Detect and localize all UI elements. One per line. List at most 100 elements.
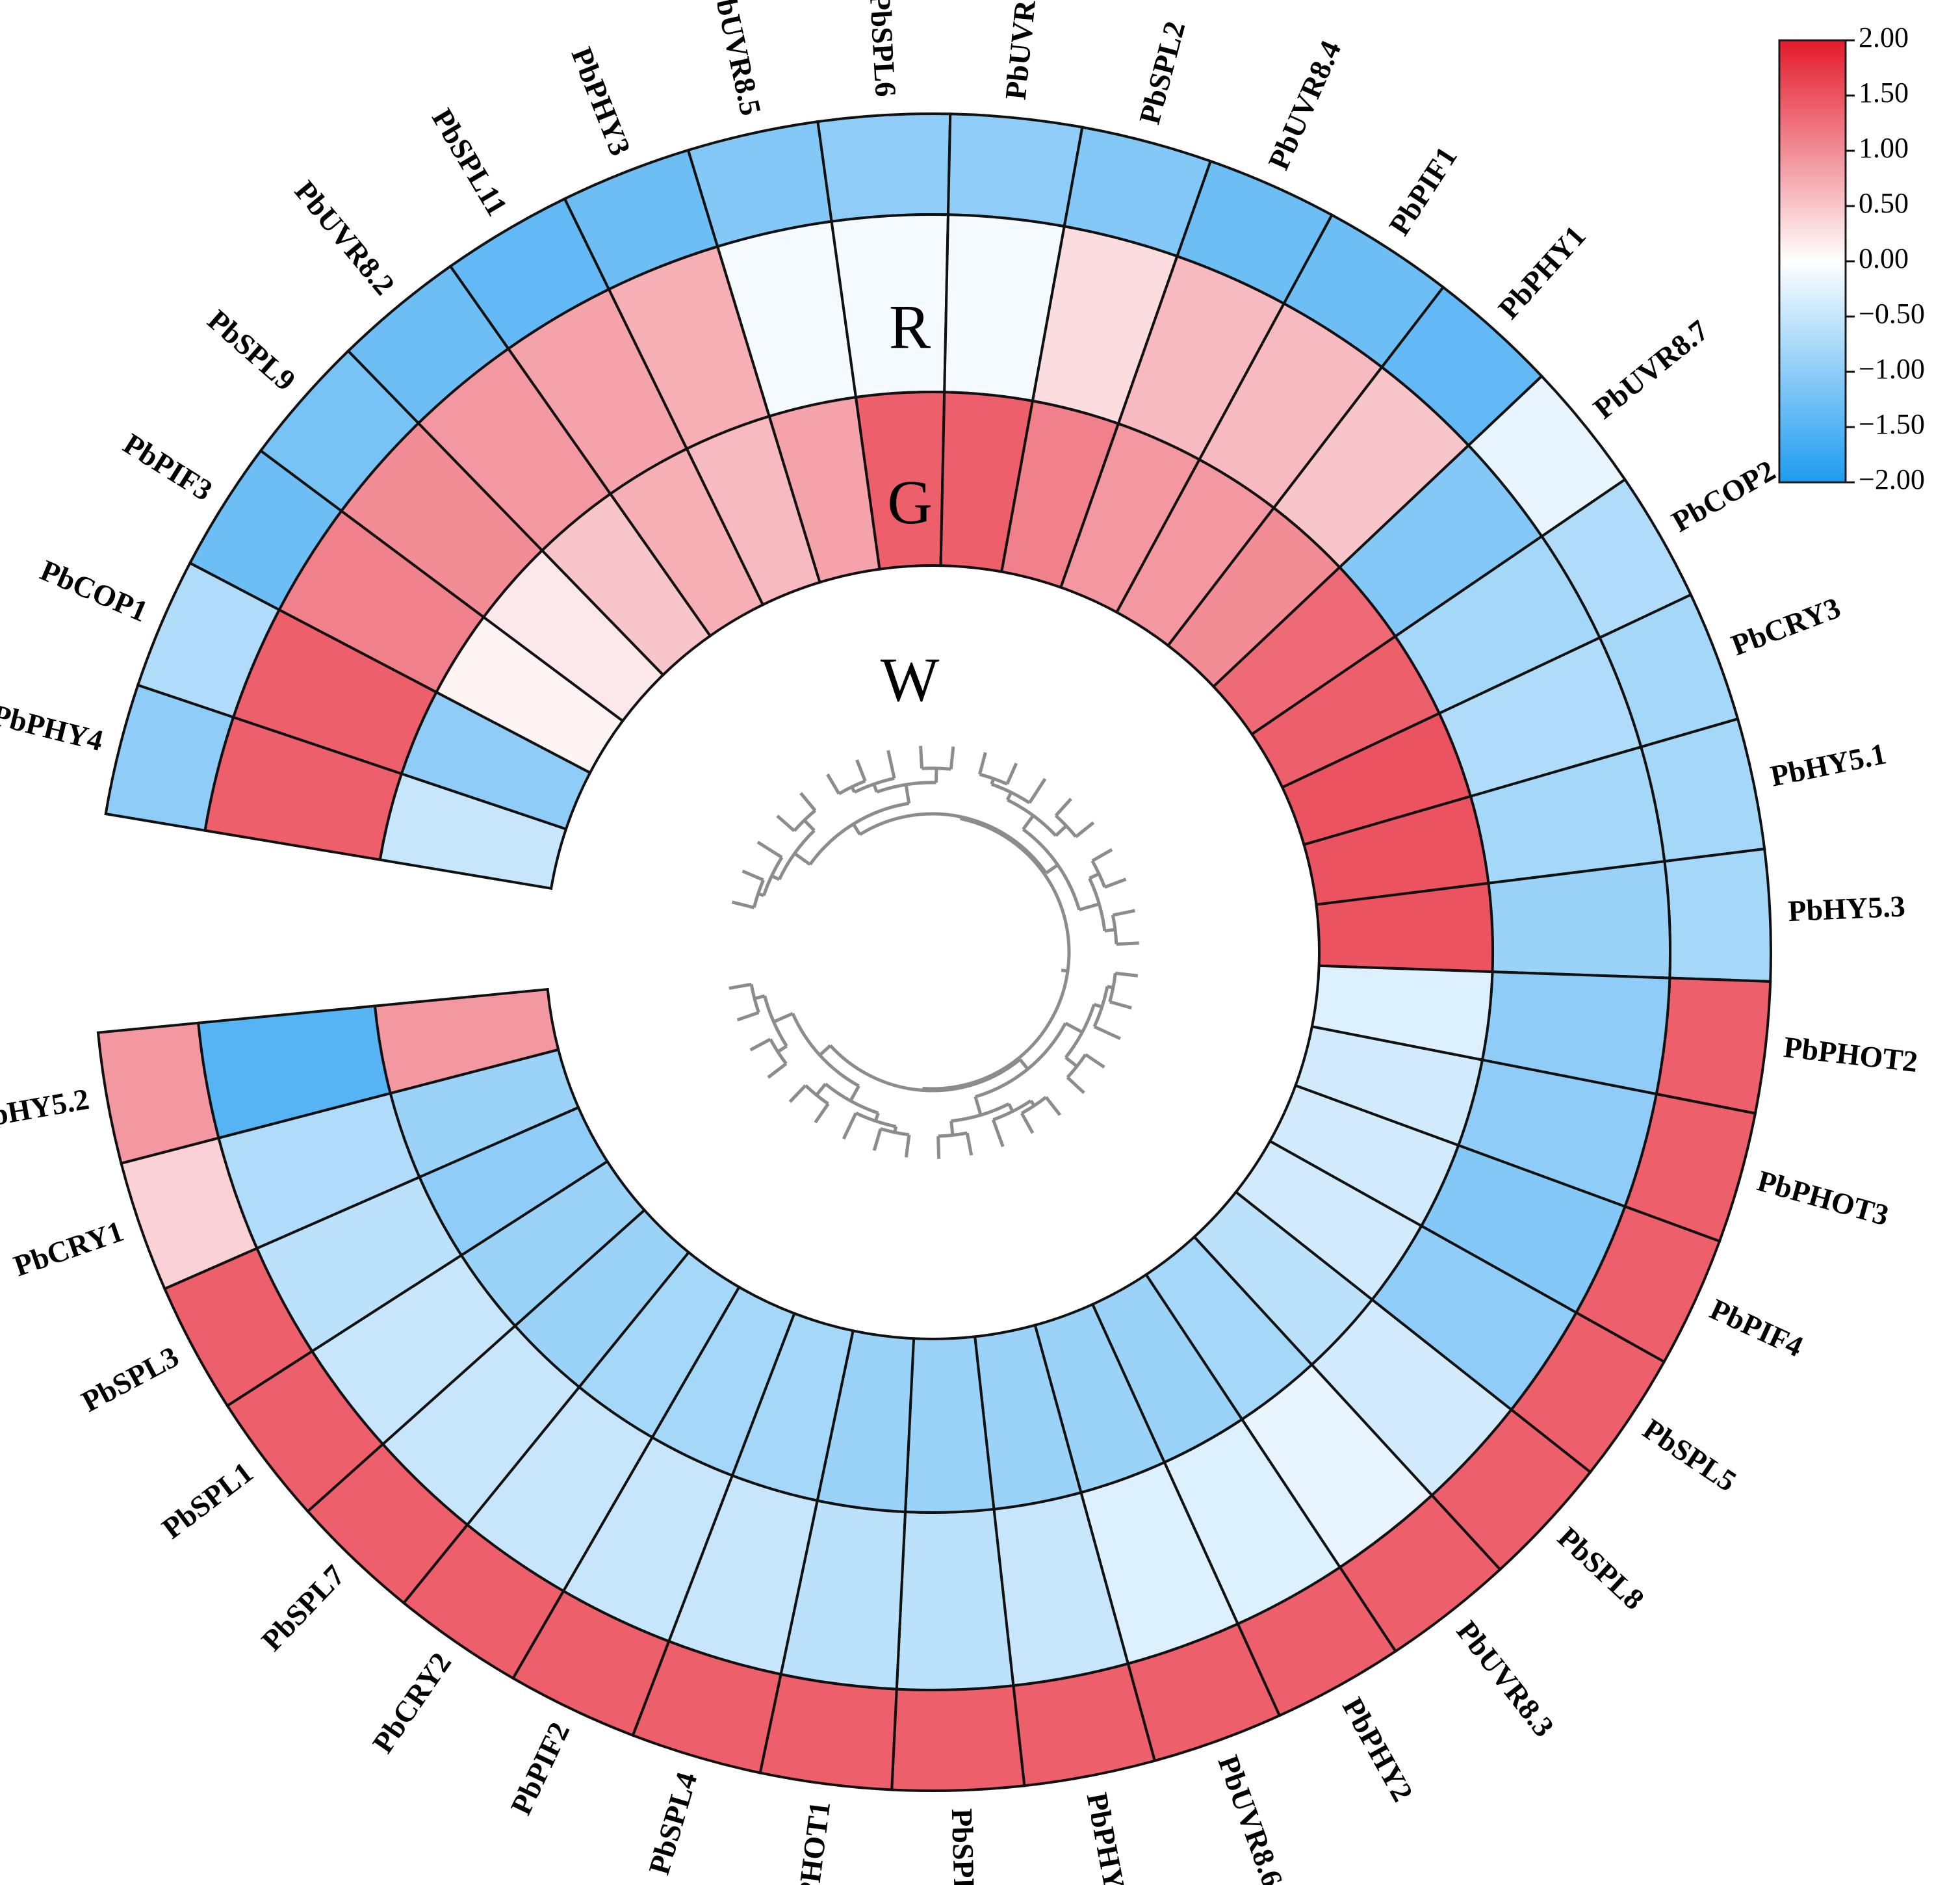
dendrogram-branch — [754, 994, 766, 1000]
dendrogram-branch — [814, 1102, 830, 1124]
dendrogram-branch — [793, 852, 811, 866]
dendrogram-branch — [949, 1121, 955, 1136]
dendrogram-branch — [880, 1127, 910, 1137]
dendrogram-branch — [767, 1062, 788, 1079]
dendrogram-branch — [1093, 1025, 1121, 1041]
ring-label-r: R — [889, 292, 931, 361]
gene-label: PbPIF4 — [1705, 1292, 1808, 1363]
dendrogram-branch — [1054, 798, 1072, 817]
heatmap-cell-pbspl6-r — [816, 112, 952, 223]
dendrogram-branch — [736, 1011, 760, 1022]
gene-label: PbPHOT3 — [1754, 1164, 1892, 1232]
dendrogram-branch — [1045, 863, 1059, 875]
dendrogram-branch — [1103, 878, 1127, 889]
colorbar: 2.00 1.50 1.00 0.50 0.00 −0.50 −1.00 −1.50 −2.00 — [1778, 21, 1925, 495]
dendrogram-branch — [904, 784, 911, 804]
gene-label: PbPIF1 — [1382, 140, 1464, 240]
dendrogram-branch — [893, 1126, 898, 1133]
gene-label: PbSPL8 — [1551, 1520, 1651, 1616]
gene-label: PbPHOT1 — [786, 1799, 836, 1885]
dendrogram-branch — [1018, 1058, 1029, 1071]
dendrogram-branch — [1091, 848, 1113, 863]
dendrogram-branch — [991, 1119, 1005, 1147]
gene-label: PbSPL10 — [946, 1808, 983, 1885]
dendrogram-branch — [872, 1128, 883, 1151]
gene-label: PbPHY1 — [1491, 219, 1592, 325]
colorbar-tick-label: 0.50 — [1859, 187, 1909, 219]
colorbar-tick-label: −0.50 — [1859, 298, 1925, 330]
dendrogram-branch — [1066, 1076, 1085, 1095]
gene-label: PbUVR8.1 — [999, 0, 1046, 101]
gene-label: PbCRY1 — [10, 1214, 128, 1282]
colorbar-gradient — [1778, 39, 1847, 484]
gene-label: PbSPL5 — [1637, 1412, 1742, 1498]
gene-label: PbUVR8.6 — [1211, 1751, 1289, 1885]
gene-label: PbSPL2 — [1133, 18, 1192, 127]
dendrogram-branch — [1007, 1103, 1014, 1112]
dendrogram-branch — [1104, 928, 1116, 933]
heatmap-cell-pbphot1-r — [758, 1672, 898, 1791]
heatmap-cell-pbhy5-3-r — [1663, 847, 1772, 983]
gene-label: PbCOP1 — [36, 553, 153, 628]
dendrogram-branch — [904, 1134, 911, 1158]
ring-label-w: W — [881, 645, 940, 714]
heatmap-cell-pbspl10-g — [895, 1507, 1015, 1691]
dendrogram-branch — [1020, 1112, 1035, 1134]
dendrogram-branch — [1084, 1053, 1105, 1069]
gene-label: PbCRY2 — [366, 1646, 458, 1759]
dendrogram-branch — [1029, 1100, 1036, 1107]
dendrogram-branch — [1078, 902, 1100, 912]
heatmap-cell-pbuvr8-1-r — [946, 112, 1084, 228]
dendrogram-branch — [749, 983, 760, 1013]
dendrogram-branch — [815, 1083, 827, 1097]
dendrogram-branch — [1022, 814, 1035, 831]
dendrogram-branch — [771, 874, 780, 881]
gene-label: PbSPL9 — [201, 303, 302, 397]
dendrogram-branch — [852, 823, 862, 836]
dendrogram-branch — [1089, 872, 1100, 880]
dendrogram-branch — [965, 1132, 974, 1156]
colorbar-tick-label: 0.00 — [1859, 242, 1909, 274]
dendrogram-branch — [788, 1084, 807, 1103]
dendrogram-branch — [776, 814, 795, 833]
dendrogram-branch — [1044, 1096, 1062, 1116]
dendrogram-branch — [749, 1037, 771, 1052]
gene-label: PbPHY5 — [1080, 1790, 1134, 1885]
dendrogram-branch — [818, 1044, 832, 1057]
gene-label: PbUVR8.3 — [1450, 1615, 1560, 1743]
gene-label: PbPHOT2 — [1782, 1030, 1919, 1078]
dendrogram-branch — [849, 1085, 860, 1102]
dendrogram-branch — [1066, 1054, 1087, 1079]
dendrogram-branch — [829, 1044, 1022, 1093]
dendrogram-branch — [731, 900, 754, 909]
gene-label: PbCRY3 — [1727, 591, 1844, 662]
colorbar-tick-label: −1.00 — [1859, 353, 1925, 385]
dendrogram-branch — [1064, 1056, 1078, 1068]
gene-label: PbSPL6 — [864, 0, 903, 98]
gene-label: PbPIF2 — [504, 1717, 576, 1820]
dendrogram-branch — [1064, 1022, 1083, 1034]
gene-label: PbUVR8.7 — [1587, 313, 1714, 425]
gene-label: PbSPL7 — [255, 1559, 351, 1658]
gene-label: PbHY5.2 — [0, 1082, 92, 1136]
dendrogram-branch — [1107, 985, 1114, 989]
heatmap-cell-pbphot2-r — [1655, 976, 1772, 1115]
dendrogram-branch — [850, 786, 857, 793]
heatmap-cells — [96, 112, 1772, 1792]
dendrogram-branch — [886, 749, 896, 779]
heatmap-cell-pbhy5-2-w — [373, 987, 560, 1095]
heatmap-cell-pbhy5-3-g — [1487, 859, 1671, 980]
gene-label: PbSPL4 — [642, 1769, 703, 1878]
gene-label: PbUVR8.4 — [1261, 36, 1347, 174]
ring-label-g: G — [887, 467, 932, 537]
gene-label: PbCOP2 — [1666, 454, 1781, 539]
gene-label: PbHY5.1 — [1768, 736, 1889, 792]
colorbar-tick-label: −1.50 — [1859, 408, 1925, 440]
dendrogram-branch — [1093, 1002, 1103, 1009]
dendrogram-branch — [1074, 821, 1095, 838]
heatmap-cell-pbspl10-r — [890, 1684, 1026, 1792]
dendrogram-branch — [1061, 968, 1068, 973]
dendrogram-branch — [741, 869, 764, 882]
colorbar-tick-label: −2.00 — [1859, 463, 1925, 495]
dendrogram-branch — [1115, 971, 1139, 978]
